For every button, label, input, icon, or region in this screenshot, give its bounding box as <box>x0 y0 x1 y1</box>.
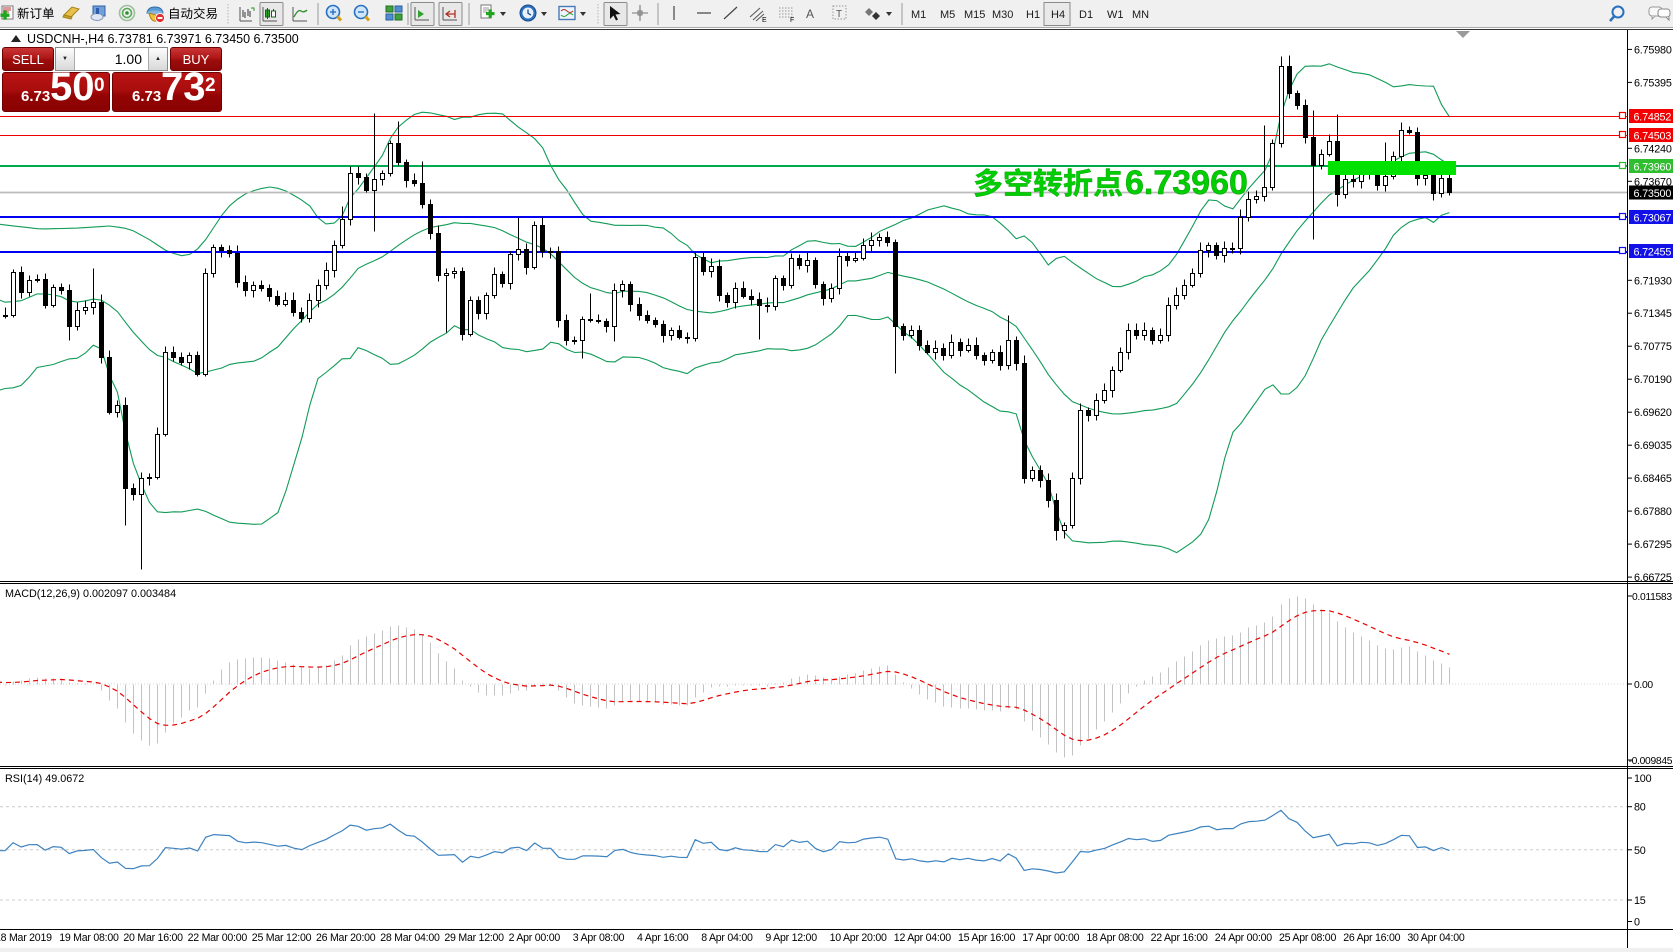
svg-text:M30: M30 <box>992 9 1013 21</box>
svg-text:USDCNH-,H4 6.73781 6.73971 6.: USDCNH-,H4 6.73781 6.73971 6.73450 6.735… <box>27 32 299 46</box>
svg-text:19 Mar 08:00: 19 Mar 08:00 <box>59 932 119 944</box>
svg-text:6.71930: 6.71930 <box>1634 275 1672 287</box>
svg-text:6.69620: 6.69620 <box>1634 407 1672 419</box>
svg-text:M15: M15 <box>964 9 985 21</box>
svg-text:D1: D1 <box>1079 9 1093 21</box>
svg-text:3 Apr 08:00: 3 Apr 08:00 <box>573 932 625 944</box>
svg-text:22 Apr 16:00: 22 Apr 16:00 <box>1151 932 1208 944</box>
svg-text:80: 80 <box>1634 802 1646 814</box>
svg-text:25 Apr 08:00: 25 Apr 08:00 <box>1279 932 1336 944</box>
svg-text:15: 15 <box>1634 895 1646 907</box>
svg-text:6.74240: 6.74240 <box>1634 143 1672 155</box>
svg-text:6.75395: 6.75395 <box>1634 77 1672 89</box>
svg-text:100: 100 <box>1634 773 1652 785</box>
svg-text:M5: M5 <box>940 9 955 21</box>
svg-text:6.73670: 6.73670 <box>1634 176 1672 188</box>
svg-text:H4: H4 <box>1051 9 1065 21</box>
svg-text:0: 0 <box>1634 917 1640 929</box>
svg-text:6.74503: 6.74503 <box>1634 131 1672 143</box>
svg-text:26 Mar 20:00: 26 Mar 20:00 <box>316 932 376 944</box>
svg-text:25 Mar 12:00: 25 Mar 12:00 <box>252 932 312 944</box>
svg-text:6.72455: 6.72455 <box>1634 247 1672 259</box>
svg-text:F: F <box>790 17 794 24</box>
svg-text:6.71345: 6.71345 <box>1634 308 1672 320</box>
svg-text:28 Mar 04:00: 28 Mar 04:00 <box>380 932 440 944</box>
svg-text:18 Apr 08:00: 18 Apr 08:00 <box>1086 932 1143 944</box>
svg-text:6.69035: 6.69035 <box>1634 440 1672 452</box>
svg-text:6.74852: 6.74852 <box>1634 112 1672 124</box>
svg-text:0.00: 0.00 <box>1634 680 1653 691</box>
svg-text:6.67295: 6.67295 <box>1634 539 1672 551</box>
svg-text:6.73500: 6.73500 <box>1634 188 1672 200</box>
svg-text:MN: MN <box>1132 9 1149 21</box>
svg-text:-0.009845: -0.009845 <box>1629 756 1673 767</box>
svg-text:22 Mar 00:00: 22 Mar 00:00 <box>188 932 248 944</box>
svg-text:6.68465: 6.68465 <box>1634 473 1672 485</box>
svg-text:17 Apr 00:00: 17 Apr 00:00 <box>1022 932 1079 944</box>
svg-text:6.66725: 6.66725 <box>1634 572 1672 584</box>
svg-text:26 Apr 16:00: 26 Apr 16:00 <box>1343 932 1400 944</box>
svg-text:6.70775: 6.70775 <box>1634 341 1672 353</box>
svg-text:2 Apr 00:00: 2 Apr 00:00 <box>509 932 561 944</box>
svg-text:T: T <box>836 9 842 20</box>
svg-text:18 Mar 2019: 18 Mar 2019 <box>0 932 52 944</box>
svg-text:RSI(14) 49.0672: RSI(14) 49.0672 <box>5 773 84 785</box>
svg-text:30 Apr 04:00: 30 Apr 04:00 <box>1407 932 1464 944</box>
svg-text:6.67880: 6.67880 <box>1634 506 1672 518</box>
svg-text:A: A <box>806 7 814 21</box>
svg-text:4 Apr 16:00: 4 Apr 16:00 <box>637 932 689 944</box>
svg-text:29 Mar 12:00: 29 Mar 12:00 <box>444 932 504 944</box>
svg-text:9 Apr 12:00: 9 Apr 12:00 <box>765 932 817 944</box>
svg-text:8 Apr 04:00: 8 Apr 04:00 <box>701 932 753 944</box>
svg-text:6.75980: 6.75980 <box>1634 44 1672 56</box>
svg-text:M1: M1 <box>911 9 926 21</box>
svg-text:6.70190: 6.70190 <box>1634 374 1672 386</box>
svg-text:50: 50 <box>1634 845 1646 857</box>
svg-text:E: E <box>762 17 767 24</box>
svg-text:MACD(12,26,9) 0.002097 0.00348: MACD(12,26,9) 0.002097 0.003484 <box>5 588 176 600</box>
svg-text:15 Apr 16:00: 15 Apr 16:00 <box>958 932 1015 944</box>
svg-text:10 Apr 20:00: 10 Apr 20:00 <box>830 932 887 944</box>
svg-text:6.73960: 6.73960 <box>1125 164 1248 202</box>
svg-text:W1: W1 <box>1107 9 1124 21</box>
svg-text:0.011583: 0.011583 <box>1632 592 1672 603</box>
svg-text:20 Mar 16:00: 20 Mar 16:00 <box>123 932 183 944</box>
svg-text:6.73067: 6.73067 <box>1634 213 1672 225</box>
svg-text:H1: H1 <box>1026 9 1040 21</box>
svg-text:6.73960: 6.73960 <box>1634 162 1672 174</box>
svg-text:24 Apr 00:00: 24 Apr 00:00 <box>1215 932 1272 944</box>
svg-text:12 Apr 04:00: 12 Apr 04:00 <box>894 932 951 944</box>
